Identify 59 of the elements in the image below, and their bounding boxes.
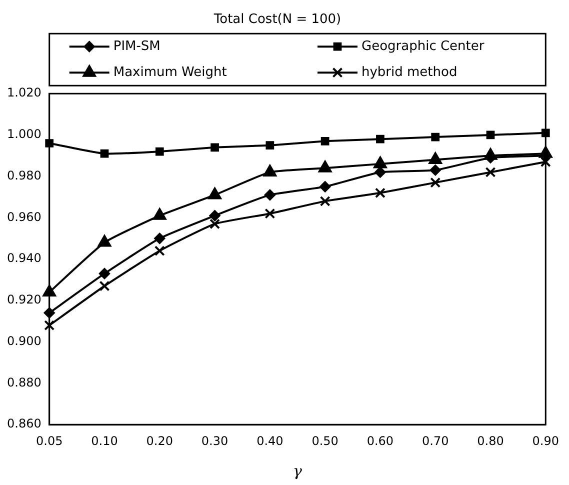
point xyxy=(430,177,441,188)
point xyxy=(98,268,110,280)
point xyxy=(263,164,277,176)
x-tick-label: 0.20 xyxy=(146,434,173,448)
point xyxy=(210,143,219,152)
point xyxy=(431,132,440,142)
point xyxy=(486,130,495,140)
point xyxy=(45,139,54,148)
point xyxy=(100,149,109,158)
point xyxy=(154,232,166,244)
y-tick-label: 0.980 xyxy=(6,168,42,182)
point xyxy=(209,210,220,222)
point xyxy=(374,166,386,178)
point xyxy=(153,208,166,220)
point xyxy=(210,218,220,230)
x-tick-label: 0.80 xyxy=(477,434,504,448)
point xyxy=(44,320,55,331)
y-tick-label: 0.920 xyxy=(6,292,42,307)
point xyxy=(266,141,274,150)
legend-label: PIM-SM xyxy=(113,38,160,54)
legend-label: hybrid method xyxy=(361,64,458,80)
point xyxy=(320,137,330,146)
point xyxy=(430,164,441,176)
point xyxy=(154,246,165,256)
point xyxy=(208,187,222,200)
y-tick-label: 0.860 xyxy=(6,416,42,431)
point xyxy=(320,196,330,206)
y-tick-label: 0.940 xyxy=(6,251,42,266)
x-tick-label: 0.05 xyxy=(36,434,63,448)
point xyxy=(374,156,387,168)
x-tick-label: 0.40 xyxy=(256,434,284,448)
point xyxy=(264,189,276,200)
y-tick-label: 1.000 xyxy=(6,127,42,142)
point xyxy=(428,152,442,164)
point xyxy=(540,156,551,168)
x-axis-title: γ xyxy=(293,462,302,480)
y-tick-label: 0.880 xyxy=(6,375,42,390)
point xyxy=(98,235,112,247)
point xyxy=(155,147,164,156)
y-tick-label: 1.020 xyxy=(6,86,42,100)
legend-label: Geographic Center xyxy=(361,38,485,54)
point xyxy=(320,181,331,192)
x-tick-label: 0.50 xyxy=(312,434,338,448)
point xyxy=(485,166,496,178)
x-tick-label: 0.10 xyxy=(91,434,118,448)
point xyxy=(264,208,276,219)
point xyxy=(376,134,384,144)
legend-label: Maximum Weight xyxy=(113,64,227,80)
x-tick-label: 0.60 xyxy=(366,434,394,448)
x-tick-label: 0.30 xyxy=(201,434,228,448)
point xyxy=(541,128,550,138)
point xyxy=(318,160,332,172)
point xyxy=(374,188,386,198)
y-tick-label: 0.960 xyxy=(6,210,42,224)
x-tick-label: 0.90 xyxy=(532,434,559,448)
x-tick-label: 0.70 xyxy=(422,434,449,448)
chart-title: Total Cost(N = 100) xyxy=(212,12,342,28)
y-tick-label: 0.900 xyxy=(6,334,42,348)
point xyxy=(99,280,110,292)
